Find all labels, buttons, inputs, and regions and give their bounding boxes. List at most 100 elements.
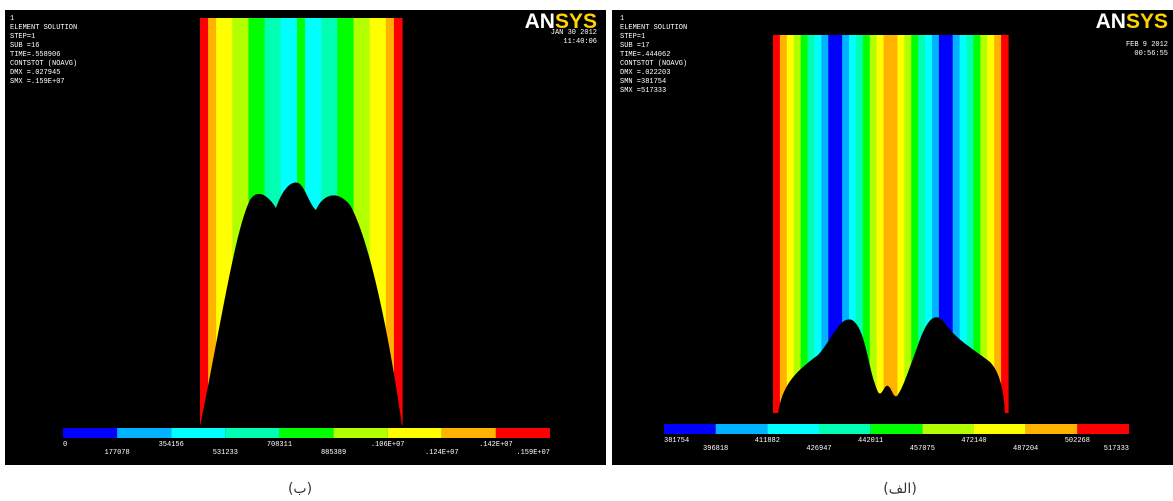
legend-label: 472140 (961, 437, 986, 445)
info-line: TIME=.444062 (620, 51, 670, 59)
legend-label: 381754 (664, 437, 689, 445)
info-line: 1 (10, 15, 14, 23)
contour-band (793, 35, 802, 413)
contour-band (385, 18, 395, 425)
logo-part: SYS (555, 10, 597, 33)
contour-band (353, 18, 363, 425)
legend-band (1025, 424, 1078, 434)
legend-band (63, 428, 118, 438)
legend-label: 396818 (703, 445, 728, 453)
legend-band (117, 428, 172, 438)
contour-band (925, 35, 933, 413)
info-line: CONTSTOT (NOAVG) (10, 60, 77, 68)
legend-label: 354156 (159, 441, 184, 449)
contour-band (862, 35, 871, 413)
contour-band (904, 35, 912, 413)
info-line: ELEMENT SOLUTION (10, 24, 77, 32)
void-shape (200, 182, 402, 426)
contour-band (945, 35, 954, 413)
info-line: STEP=1 (620, 33, 645, 41)
info-line: STEP=1 (10, 33, 35, 41)
legend-band (974, 424, 1026, 434)
logo-part: AN (525, 10, 555, 33)
contour-band (361, 18, 371, 425)
legend-label: 708311 (267, 441, 292, 449)
legend-band (664, 424, 716, 434)
date: FEB 9 2012 (1126, 41, 1168, 49)
caption: (ب) (288, 481, 312, 497)
caption: (الف) (883, 481, 917, 497)
legend-band (387, 428, 442, 438)
contour-band (1001, 35, 1009, 413)
contour-band (842, 35, 850, 413)
contour-band (973, 35, 981, 413)
contour-band (849, 35, 857, 413)
info-line: ELEMENT SOLUTION (620, 24, 687, 32)
legend-band (333, 428, 388, 438)
contour-band (821, 35, 829, 413)
date: JAN 30 2012 (551, 29, 597, 37)
contour-band (987, 35, 995, 413)
contour-band (931, 35, 940, 413)
legend-label: 487204 (1013, 445, 1038, 453)
legend-band (1077, 424, 1129, 434)
info-line: SMN =381754 (620, 78, 666, 86)
contour-band (773, 35, 781, 413)
legend-label: .106E+07 (371, 441, 405, 449)
logo-part: SYS (1126, 10, 1168, 33)
legend-band (495, 428, 550, 438)
contour-band (800, 35, 809, 413)
info-line: SMX =.159E+07 (10, 78, 65, 86)
legend-label: 457075 (910, 445, 935, 453)
legend-band (715, 424, 768, 434)
legend-label: 502268 (1065, 437, 1090, 445)
legend-band (279, 428, 334, 438)
info-line: DMX =.022203 (620, 69, 670, 77)
contour-band (876, 35, 885, 413)
legend-band (225, 428, 280, 438)
contour-band (952, 35, 961, 413)
legend-band (767, 424, 819, 434)
info-line: DMX =.027945 (10, 69, 60, 77)
contour-band (911, 35, 919, 413)
contour-band (208, 18, 217, 425)
contour-band (814, 35, 822, 413)
contour-band (828, 35, 836, 413)
legend-label: 411882 (755, 437, 780, 445)
contour-band (807, 35, 816, 413)
contour-band (966, 35, 975, 413)
contour-band (897, 35, 905, 413)
contour-band (393, 18, 403, 425)
info-line: TIME=.558906 (10, 51, 60, 59)
info-line: SUB =17 (620, 42, 649, 50)
contour-band (232, 18, 241, 425)
contour-band (883, 35, 892, 413)
contour-band (779, 35, 788, 413)
legend-label: 531233 (213, 449, 238, 457)
contour-band (918, 35, 926, 413)
contour-band (224, 18, 233, 425)
contour-band (835, 35, 843, 413)
legend-band (870, 424, 923, 434)
ansys-logo: ANSYS (525, 10, 597, 33)
time: 00:56:55 (1134, 50, 1168, 58)
legend-band (819, 424, 871, 434)
contour-band (890, 35, 899, 413)
legend-label: 177078 (105, 449, 130, 457)
legend-label: 442011 (858, 437, 883, 445)
info-line: 1 (620, 15, 624, 23)
void-shape (778, 317, 1005, 414)
legend-label: 517333 (1104, 445, 1129, 453)
contour-band (200, 18, 209, 425)
info-line: CONTSTOT (NOAVG) (620, 60, 687, 68)
info-line: SUB =16 (10, 42, 39, 50)
time: 11:40:06 (563, 38, 597, 46)
info-line: SMX =517333 (620, 87, 666, 95)
ansys-logo: ANSYS (1096, 10, 1168, 33)
legend-label: .159E+07 (516, 449, 550, 457)
legend-band (441, 428, 496, 438)
legend-label: 426947 (806, 445, 831, 453)
legend-label: .142E+07 (479, 441, 513, 449)
contour-band (938, 35, 947, 413)
